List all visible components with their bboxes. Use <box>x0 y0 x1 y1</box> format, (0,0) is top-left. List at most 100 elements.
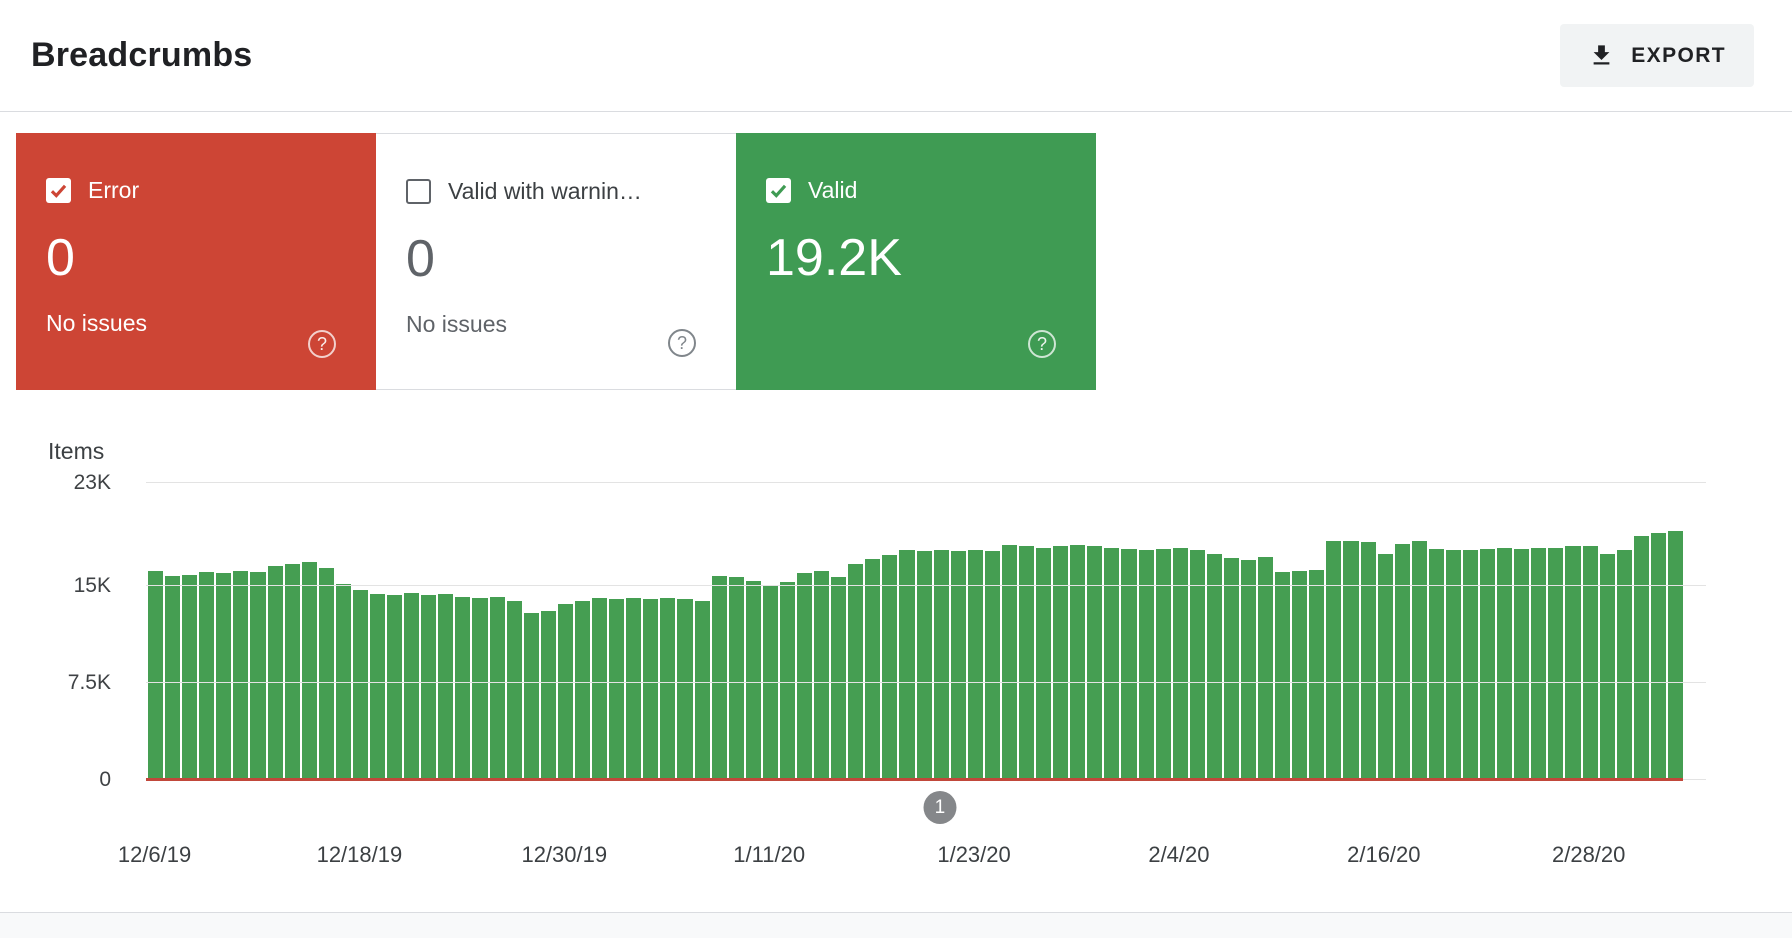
valid-items-bar[interactable] <box>1087 546 1103 780</box>
valid-items-bar[interactable] <box>267 565 283 780</box>
valid-items-bar[interactable] <box>694 600 710 780</box>
valid-items-bar[interactable] <box>916 551 932 780</box>
valid-items-bar[interactable] <box>1548 547 1564 780</box>
valid-items-bar[interactable] <box>455 596 471 780</box>
valid-items-bar[interactable] <box>472 597 488 780</box>
valid-items-bar[interactable] <box>318 568 334 780</box>
valid-items-bar[interactable] <box>1001 544 1017 780</box>
valid-items-bar[interactable] <box>1377 554 1393 780</box>
valid-items-bar[interactable] <box>1292 570 1308 780</box>
valid-items-bar[interactable] <box>216 573 232 780</box>
valid-checkbox-checked[interactable] <box>766 178 791 203</box>
valid-items-bar[interactable] <box>1667 530 1684 780</box>
valid-items-bar[interactable] <box>199 572 215 780</box>
valid-items-bar[interactable] <box>865 559 881 780</box>
valid-items-bar[interactable] <box>1309 569 1325 780</box>
valid-items-bar[interactable] <box>1223 557 1239 780</box>
valid-items-bar[interactable] <box>831 577 847 780</box>
valid-items-bar[interactable] <box>643 599 659 780</box>
valid-with-warnings-card[interactable]: Valid with warnin… 0 No issues ? <box>376 133 736 390</box>
valid-items-bar[interactable] <box>1343 541 1359 780</box>
valid-items-bar[interactable] <box>1275 572 1291 780</box>
valid-items-bar[interactable] <box>1206 554 1222 780</box>
valid-items-bar[interactable] <box>284 564 300 780</box>
valid-items-bar[interactable] <box>1650 533 1666 780</box>
error-card[interactable]: Error 0 No issues ? <box>16 133 376 390</box>
error-checkbox-checked[interactable] <box>46 178 71 203</box>
valid-items-bar[interactable] <box>1070 544 1086 780</box>
valid-items-bar[interactable] <box>1445 550 1462 780</box>
valid-items-bar[interactable] <box>182 574 198 780</box>
valid-items-bar[interactable] <box>438 594 454 780</box>
valid-items-bar[interactable] <box>677 599 693 780</box>
help-icon[interactable]: ? <box>668 329 696 357</box>
valid-items-bar[interactable] <box>301 561 317 780</box>
valid-items-bar[interactable] <box>506 600 522 780</box>
export-button[interactable]: EXPORT <box>1560 24 1754 87</box>
help-icon[interactable]: ? <box>308 330 336 358</box>
valid-items-bar[interactable] <box>523 613 539 780</box>
valid-items-bar[interactable] <box>404 592 420 780</box>
valid-items-bar[interactable] <box>489 596 505 780</box>
valid-items-bar[interactable] <box>592 597 608 780</box>
valid-items-bar[interactable] <box>779 582 795 780</box>
valid-items-bar[interactable] <box>1104 547 1120 780</box>
valid-items-bar[interactable] <box>711 575 727 780</box>
valid-items-bar[interactable] <box>745 581 761 780</box>
valid-items-bar[interactable] <box>609 599 625 780</box>
valid-items-bar[interactable] <box>557 604 573 780</box>
valid-items-bar[interactable] <box>1189 550 1205 780</box>
valid-items-bar[interactable] <box>728 577 744 780</box>
valid-items-bar[interactable] <box>1036 547 1052 780</box>
valid-items-bar[interactable] <box>165 575 181 780</box>
valid-items-bar[interactable] <box>967 550 983 780</box>
valid-items-bar[interactable] <box>1480 548 1496 780</box>
warnings-checkbox-unchecked[interactable] <box>406 179 431 204</box>
valid-items-bar[interactable] <box>933 550 949 780</box>
valid-items-bar[interactable] <box>796 573 813 780</box>
valid-items-bar[interactable] <box>1121 548 1137 780</box>
valid-items-bar[interactable] <box>250 572 266 780</box>
valid-items-bar[interactable] <box>1565 546 1581 780</box>
valid-items-bar[interactable] <box>1582 546 1598 780</box>
valid-items-bar[interactable] <box>335 583 351 780</box>
valid-items-bar[interactable] <box>1463 550 1479 780</box>
valid-items-bar[interactable] <box>1053 546 1069 780</box>
valid-items-bar[interactable] <box>574 600 591 780</box>
valid-items-bar[interactable] <box>1633 535 1649 780</box>
valid-items-bar[interactable] <box>148 570 164 780</box>
valid-items-bar[interactable] <box>233 570 249 780</box>
valid-items-bar[interactable] <box>352 590 369 780</box>
valid-items-bar[interactable] <box>1138 550 1154 780</box>
valid-items-bar[interactable] <box>1155 548 1171 780</box>
valid-items-bar[interactable] <box>660 597 676 780</box>
valid-items-bar[interactable] <box>1018 546 1035 780</box>
valid-items-bar[interactable] <box>626 597 642 780</box>
valid-items-bar[interactable] <box>814 570 830 780</box>
valid-items-bar[interactable] <box>950 551 966 780</box>
valid-items-bar[interactable] <box>387 595 403 780</box>
valid-items-bar[interactable] <box>762 586 778 780</box>
valid-items-bar[interactable] <box>370 594 386 780</box>
valid-items-bar[interactable] <box>1497 547 1513 780</box>
valid-items-bar[interactable] <box>540 610 556 780</box>
valid-items-bar[interactable] <box>1531 547 1547 780</box>
valid-items-bar[interactable] <box>421 595 437 780</box>
valid-items-bar[interactable] <box>882 555 898 780</box>
valid-items-bar[interactable] <box>1411 541 1427 780</box>
valid-items-bar[interactable] <box>1514 548 1530 780</box>
help-icon[interactable]: ? <box>1028 330 1056 358</box>
valid-items-bar[interactable] <box>899 550 915 780</box>
valid-items-bar[interactable] <box>1258 556 1274 780</box>
valid-items-bar[interactable] <box>1172 547 1188 780</box>
valid-items-bar[interactable] <box>1241 560 1257 780</box>
valid-items-bar[interactable] <box>1394 543 1410 780</box>
valid-items-bar[interactable] <box>1360 542 1376 780</box>
valid-items-bar[interactable] <box>1616 550 1632 780</box>
annotation-marker[interactable]: 1 <box>923 791 957 824</box>
valid-card[interactable]: Valid 19.2K ? <box>736 133 1096 390</box>
valid-items-bar[interactable] <box>1326 541 1342 780</box>
valid-items-bar[interactable] <box>1599 554 1615 780</box>
valid-items-bar[interactable] <box>1428 548 1444 780</box>
valid-items-bar[interactable] <box>848 564 864 780</box>
